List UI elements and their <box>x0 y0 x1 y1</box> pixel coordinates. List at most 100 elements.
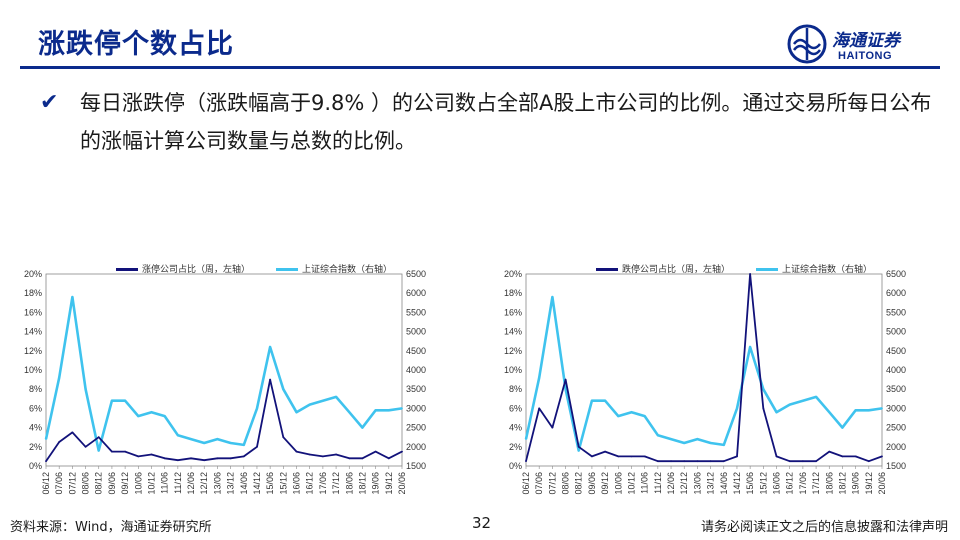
limit-up-ratio-point <box>176 459 179 462</box>
limit-up-plot-frame <box>45 273 403 467</box>
limit-down-index-point <box>656 434 659 437</box>
legend-label-limit-down: 跌停公司占比（周，左轴） <box>622 265 731 275</box>
limit-up-left-tick-label: 2% <box>29 442 42 452</box>
limit-down-left-tick-label: 0% <box>509 461 522 471</box>
limit-up-index-point <box>203 442 206 444</box>
limit-up-index-point <box>269 346 272 348</box>
limit-up-ratio-point <box>387 457 390 460</box>
limit-down-index-point <box>577 449 580 452</box>
limit-down-right-tick-label: 4500 <box>886 346 906 356</box>
limit-down-index-point <box>815 395 817 398</box>
limit-down-left-tick-label: 4% <box>509 423 522 433</box>
limit-up-index-point <box>229 442 232 444</box>
limit-up-ratio-point <box>45 460 47 463</box>
limit-down-index-point <box>643 415 646 417</box>
limit-up-ratio-point <box>137 455 140 458</box>
limit-down-right-tick-label: 1500 <box>886 461 906 471</box>
limit-down-ratio-point <box>604 450 607 453</box>
limit-up-ratio-point <box>256 445 258 448</box>
limit-up-ratio-point <box>308 453 311 456</box>
limit-up-ratio-point <box>374 450 377 453</box>
title-divider <box>20 66 940 69</box>
legend-limit-down: 跌停公司占比（周，左轴） <box>596 262 730 276</box>
limit-up-ratio-point <box>84 445 87 448</box>
limit-up-x-tick-label: 20/06 <box>397 472 407 495</box>
limit-down-ratio-point <box>683 460 686 463</box>
limit-up-x-tick-label: 12/06 <box>186 472 196 495</box>
limit-down-ratio-point <box>841 455 844 458</box>
limit-up-x-tick-label: 12/12 <box>199 472 209 495</box>
limit-up-right-tick-label: 1500 <box>406 461 426 471</box>
limit-up-x-tick-label: 08/12 <box>94 472 104 495</box>
limit-up-right-tick-label: 4500 <box>406 346 426 356</box>
limit-down-x-tick-label: 13/06 <box>692 472 702 495</box>
limit-down-index-point <box>696 438 699 441</box>
limit-up-index-point <box>387 409 390 412</box>
limit-down-index-point <box>538 376 541 379</box>
limit-up-ratio-point <box>190 457 192 460</box>
limit-up-x-tick-label: 10/12 <box>146 472 156 495</box>
limit-up-x-tick-label: 09/12 <box>120 472 130 495</box>
limit-down-index-point <box>683 442 686 444</box>
limit-down-ratio-point <box>828 450 831 453</box>
limit-down-index-point <box>867 409 870 412</box>
legend-limit-up: 涨停公司占比（周，左轴） <box>116 262 250 276</box>
limit-down-index-point <box>801 399 804 402</box>
limit-up-index-point <box>348 411 351 414</box>
limit-up-left-tick-label: 0% <box>29 461 42 471</box>
limit-down-index-point <box>722 443 725 446</box>
limit-down-ratio-point <box>801 460 804 463</box>
limit-down-left-tick-label: 6% <box>509 403 522 413</box>
limit-down-right-tick-label: 5500 <box>886 307 906 317</box>
limit-down-index-point <box>881 407 883 410</box>
limit-up-index-point <box>256 407 258 410</box>
limit-down-left-tick-label: 16% <box>504 307 522 317</box>
limit-up-index-point <box>374 409 377 412</box>
limit-down-index-point <box>551 296 554 298</box>
limit-down-x-tick-label: 12/06 <box>666 472 676 495</box>
limit-up-right-tick-label: 3500 <box>406 384 426 394</box>
limit-up-x-tick-label: 10/06 <box>133 472 143 495</box>
limit-down-ratio-point <box>722 460 725 463</box>
legend-label-index-right: 上证综合指数（右轴） <box>782 265 873 275</box>
limit-down-x-tick-label: 17/12 <box>811 472 821 495</box>
limit-up-ratio-point <box>111 450 113 453</box>
limit-down-ratio-point <box>736 455 738 458</box>
limit-up-ratio-point <box>163 457 166 460</box>
limit-down-x-tick-label: 17/06 <box>798 472 808 495</box>
limit-up-left-tick-label: 8% <box>29 384 42 394</box>
bullet-text: 每日涨跌停（涨跌幅高于9.8% ）的公司数占全部A股上市公司的比例。通过交易所每… <box>80 91 932 153</box>
limit-down-index-point <box>762 388 765 391</box>
legal-disclaimer: 请务必阅读正文之后的信息披露和法律声明 <box>700 520 948 535</box>
legend-swatch-limit-up <box>116 268 138 271</box>
limit-up-left-tick-label: 4% <box>29 423 42 433</box>
limit-down-x-tick-label: 18/12 <box>837 472 847 495</box>
limit-up-x-tick-label: 11/12 <box>173 472 183 494</box>
limit-down-index-point <box>591 399 593 402</box>
limit-up-left-tick-label: 6% <box>29 403 42 413</box>
logo-english-name: HAITONG <box>838 50 893 62</box>
limit-down-index-point <box>788 403 791 406</box>
limit-down-x-tick-label: 19/12 <box>864 472 874 495</box>
legend-label-limit-up: 涨停公司占比（周，左轴） <box>142 265 251 275</box>
limit-down-right-tick-label: 2500 <box>886 423 906 433</box>
limit-up-right-tick-label: 2000 <box>406 442 426 452</box>
limit-up-x-tick-label: 14/12 <box>252 472 262 495</box>
limit-down-ratio-point <box>749 273 752 275</box>
limit-up-x-tick-label: 09/06 <box>107 472 117 495</box>
limit-up-ratio-point <box>282 436 285 439</box>
limit-up-index-point <box>84 388 87 391</box>
limit-down-x-tick-label: 16/12 <box>785 472 795 495</box>
limit-up-right-tick-label: 5000 <box>406 327 426 337</box>
limit-down-ratio-series-line <box>525 273 883 463</box>
limit-down-left-tick-label: 8% <box>509 384 522 394</box>
limit-up-x-tick-label: 19/06 <box>371 472 381 495</box>
limit-down-x-tick-label: 09/06 <box>587 472 597 495</box>
legend-swatch-index-left <box>276 268 298 271</box>
limit-down-x-tick-label: 16/06 <box>772 472 782 495</box>
limit-down-index-point <box>617 415 620 417</box>
limit-up-right-tick-label: 6500 <box>406 269 426 279</box>
legend-swatch-index-right <box>756 268 778 271</box>
limit-down-left-tick-label: 12% <box>504 346 522 356</box>
limit-down-ratio-point <box>643 455 646 458</box>
